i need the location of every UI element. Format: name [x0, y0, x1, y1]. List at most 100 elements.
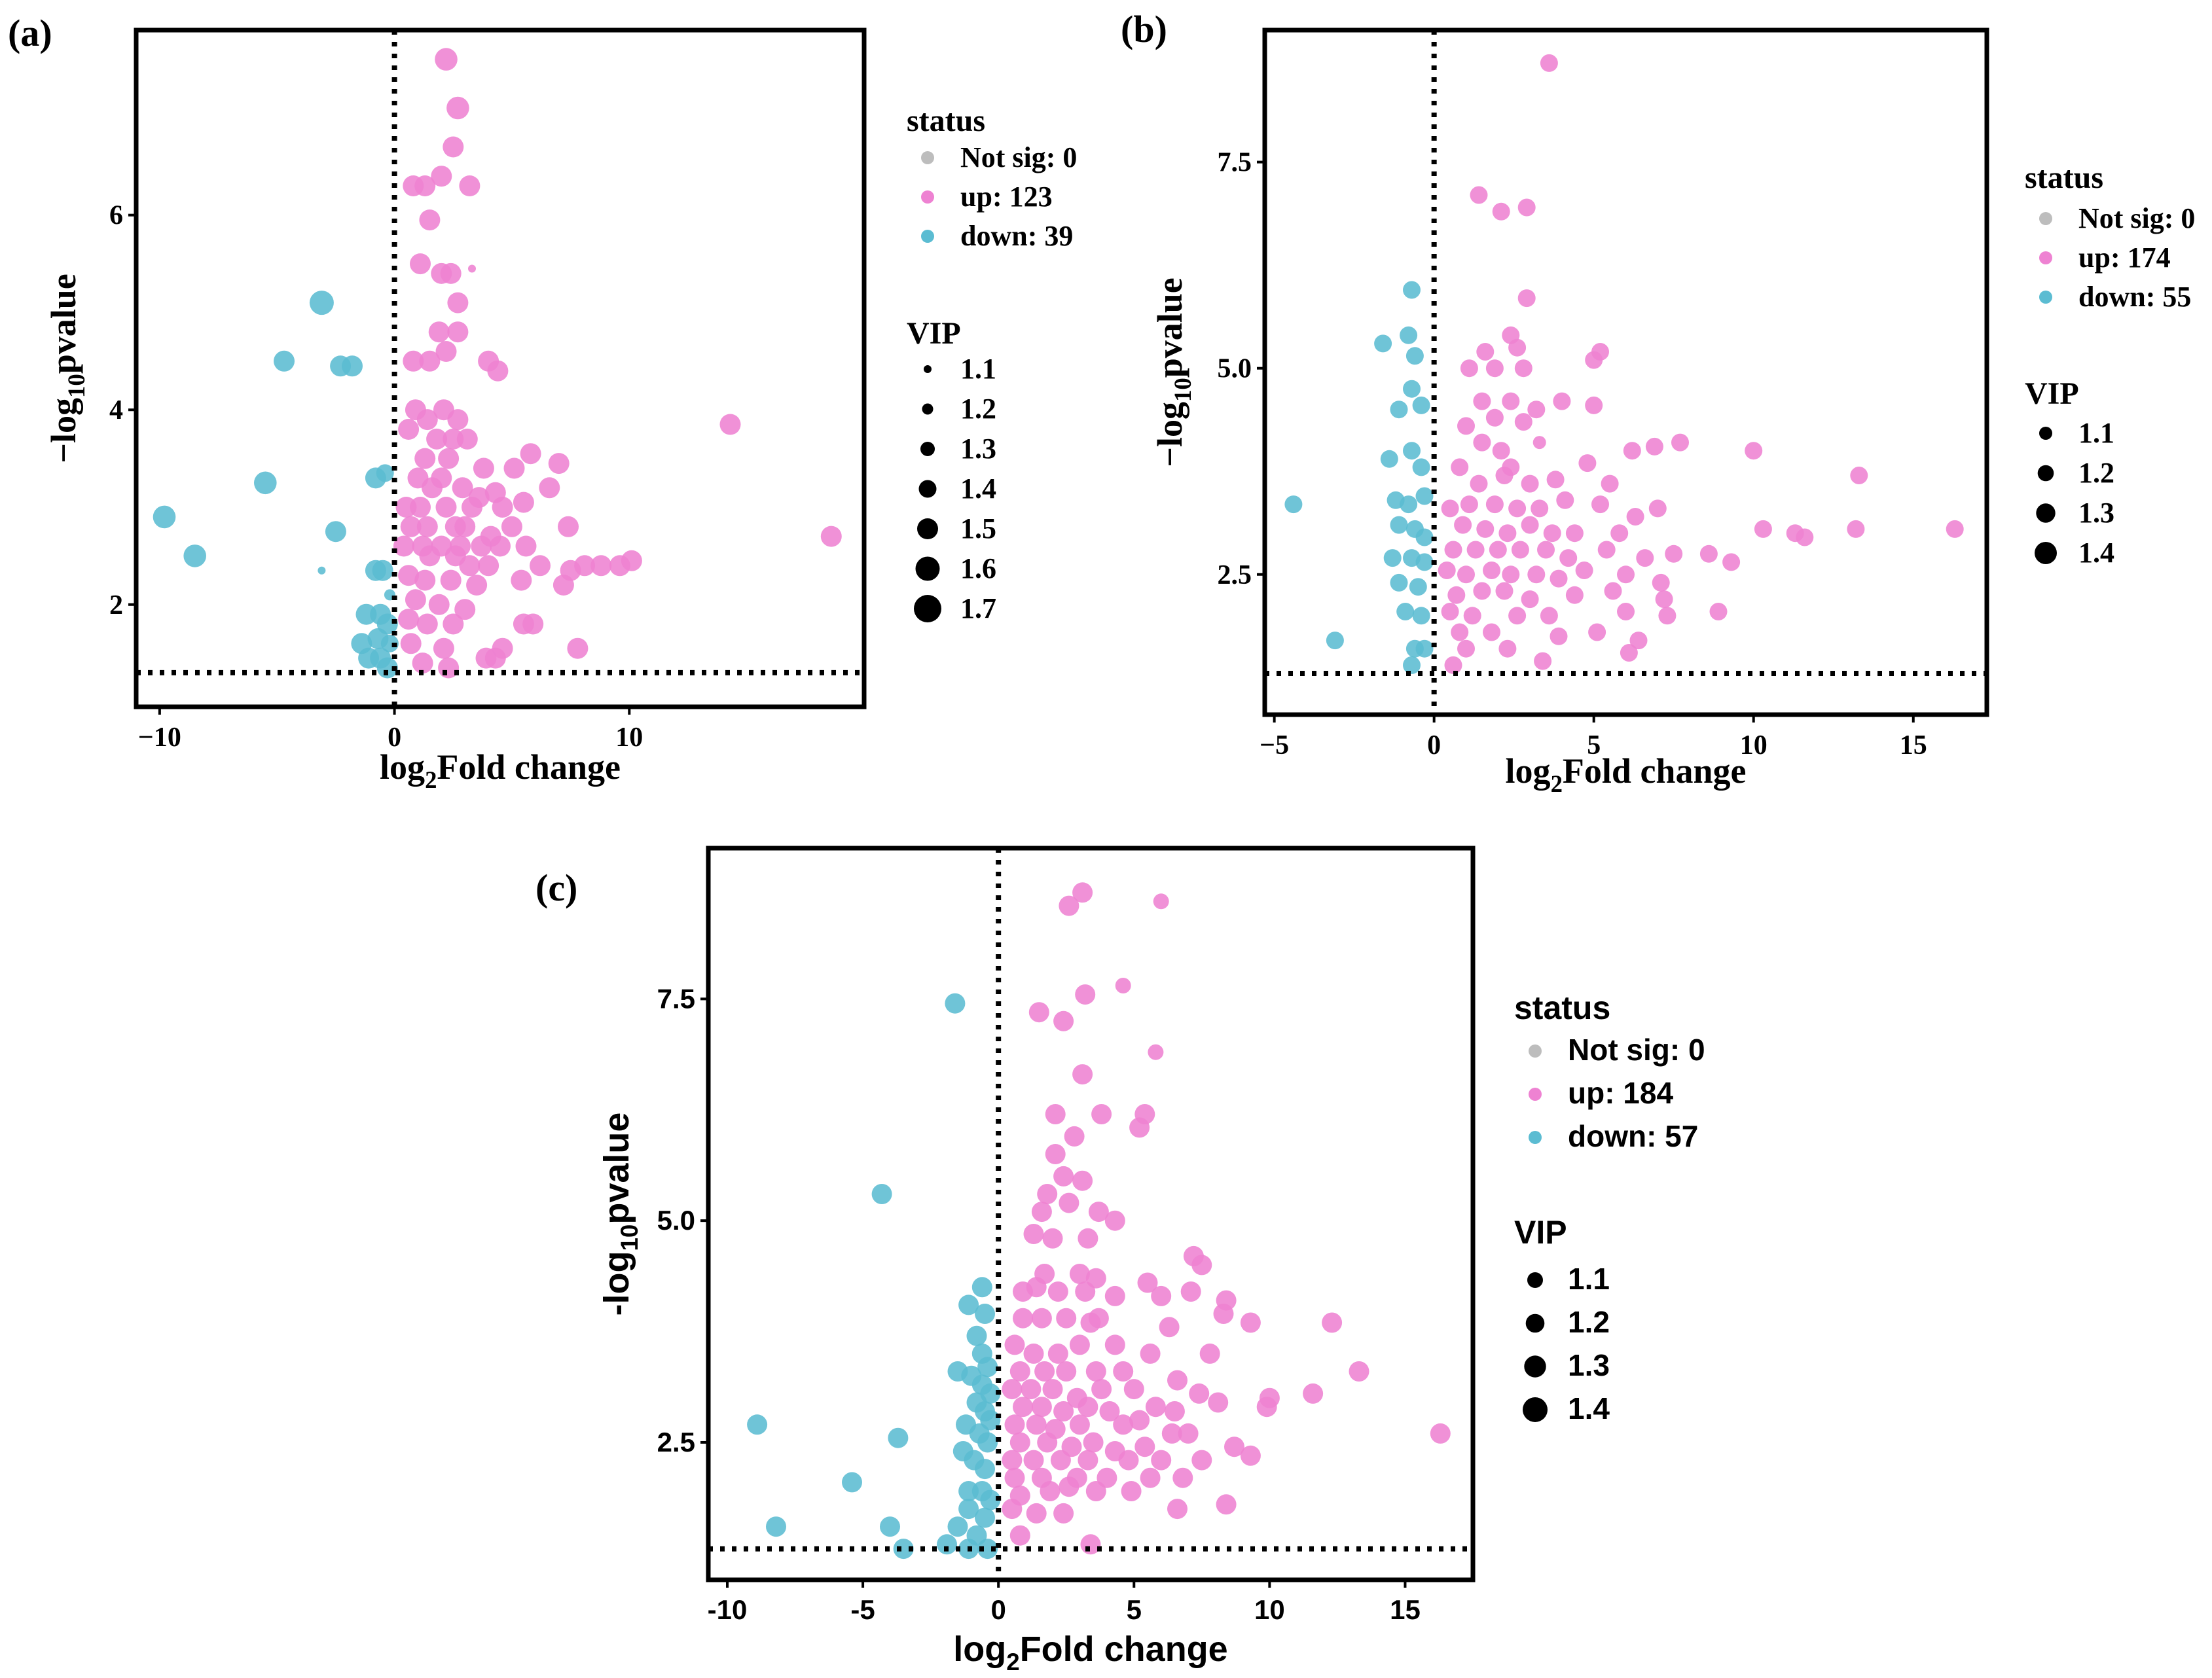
point-up — [520, 443, 541, 465]
point-up — [1208, 1392, 1229, 1413]
point-down — [888, 1427, 909, 1448]
legend-vip-label: 1.3 — [2078, 497, 2114, 529]
point-up — [1053, 1401, 1074, 1421]
legend-label-up: up: 184 — [1568, 1076, 1673, 1110]
point-up — [484, 647, 506, 669]
x-axis-label-main: log — [380, 747, 425, 787]
point-up — [1636, 549, 1654, 567]
point-up — [1069, 1334, 1090, 1355]
point-up — [1113, 1361, 1134, 1382]
x-axis-label-sub: 2 — [1551, 770, 1563, 797]
point-down — [945, 993, 966, 1014]
legend-label-down: down: 55 — [2078, 281, 2191, 313]
point-up — [1565, 586, 1584, 604]
legend-vip-key — [2035, 542, 2057, 564]
legend-status-title: status — [907, 103, 985, 138]
point-up — [548, 453, 570, 474]
point-up — [1511, 541, 1529, 559]
point-up — [1617, 603, 1635, 620]
point-up — [1072, 1064, 1093, 1085]
point-down — [1374, 334, 1392, 353]
y-tick-label: 5.0 — [1218, 354, 1252, 384]
x-tick-label: 10 — [1254, 1594, 1285, 1625]
legend: status Not sig: 0 up: 174 down: 55 VIP 1.1 1.2… — [2025, 160, 2195, 569]
y-tick-label: 4 — [109, 395, 123, 425]
point-up — [1180, 1281, 1201, 1302]
point-up — [1040, 1481, 1061, 1501]
point-up — [1059, 1476, 1079, 1497]
point-up — [1492, 202, 1510, 221]
point-down — [1383, 549, 1402, 567]
point-up — [1129, 1410, 1150, 1431]
point-up — [468, 264, 476, 273]
point-down — [1403, 380, 1421, 398]
point-up — [1002, 1499, 1023, 1520]
point-up — [1485, 495, 1504, 514]
point-up — [466, 575, 488, 596]
x-axis-label-sub: 2 — [425, 766, 437, 793]
point-up — [459, 175, 480, 196]
y-tick-label: 7.5 — [657, 983, 695, 1014]
legend-vip-label: 1.2 — [1568, 1305, 1610, 1339]
point-down — [977, 1432, 998, 1453]
point-down — [1403, 281, 1421, 299]
point-up — [1034, 1361, 1055, 1382]
point-up — [1191, 1450, 1212, 1471]
point-up — [1099, 1401, 1120, 1421]
point-up — [398, 419, 420, 440]
legend-vip-key — [1527, 1272, 1543, 1288]
legend-vip-key — [920, 442, 935, 456]
point-up — [1652, 573, 1670, 592]
point-down — [975, 1304, 995, 1324]
point-up — [1031, 1202, 1052, 1223]
point-up — [1083, 1432, 1104, 1453]
point-up — [1534, 652, 1552, 670]
point-down — [274, 350, 295, 372]
legend-vip-label: 1.1 — [2078, 417, 2114, 449]
data-points — [747, 882, 1451, 1560]
point-up — [1104, 1285, 1125, 1306]
point-up — [1620, 644, 1638, 662]
point-up — [1088, 1202, 1109, 1223]
point-up — [1476, 343, 1495, 361]
point-up — [1189, 1383, 1210, 1404]
point-up — [433, 637, 454, 659]
point-up — [1451, 623, 1469, 641]
point-up — [621, 550, 642, 571]
point-down — [1390, 401, 1408, 419]
point-down — [153, 505, 176, 529]
legend-key-down — [1529, 1131, 1542, 1144]
legend-vip-label: 1.4 — [960, 473, 996, 505]
point-up — [1042, 1379, 1063, 1400]
legend-vip-title: VIP — [2025, 376, 2079, 411]
point-up — [1601, 474, 1619, 493]
point-up — [1591, 343, 1609, 361]
point-down — [309, 291, 334, 315]
point-up — [412, 652, 433, 674]
point-up — [1004, 1334, 1025, 1355]
point-up — [440, 569, 462, 591]
point-up — [1597, 541, 1616, 559]
point-up — [1088, 1308, 1109, 1329]
x-axis-label-rest: Fold change — [437, 747, 621, 787]
panel-label: (a) — [8, 12, 52, 54]
point-up — [428, 321, 450, 343]
point-up — [530, 555, 551, 577]
point-up — [1591, 495, 1609, 514]
y-axis-label: −log10pvalue — [44, 274, 90, 463]
point-up — [435, 48, 458, 71]
point-down — [254, 471, 277, 495]
point-up — [1159, 1317, 1180, 1338]
point-up — [1514, 359, 1532, 378]
point-up — [1722, 553, 1741, 571]
legend-vip-label: 1.6 — [960, 552, 996, 584]
legend-vip-key — [2037, 465, 2054, 482]
point-up — [513, 491, 534, 513]
point-down — [1409, 578, 1427, 596]
point-down — [971, 1277, 992, 1298]
point-up — [1559, 549, 1578, 567]
point-up — [1473, 582, 1491, 600]
point-up — [558, 516, 579, 537]
point-up — [1064, 1126, 1085, 1147]
